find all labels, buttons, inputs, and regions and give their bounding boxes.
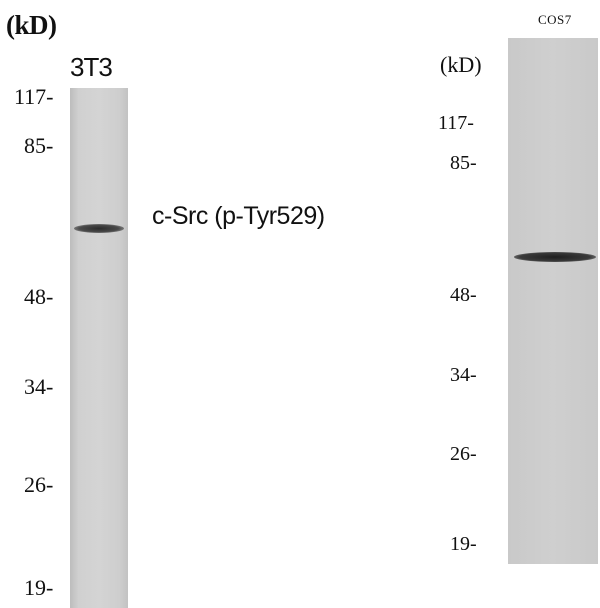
left-marker-26: 26- xyxy=(24,472,54,497)
right-marker-34: 34- xyxy=(450,364,477,386)
right-marker-85: 85- xyxy=(450,152,477,174)
left-lane-label: 3T3 xyxy=(70,52,113,82)
left-marker-85: 85- xyxy=(24,133,54,158)
target-protein-label: c-Src (p-Tyr529) xyxy=(152,202,325,230)
right-blot-panel: COS7 (kD) 117- 85- 48- 34- 26- 19- xyxy=(400,0,600,601)
left-unit-label: (kD) xyxy=(6,10,57,40)
right-marker-48: 48- xyxy=(450,284,477,306)
right-marker-19: 19- xyxy=(450,533,477,555)
left-marker-34: 34- xyxy=(24,374,54,399)
right-marker-26: 26- xyxy=(450,443,477,465)
left-marker-117: 117- xyxy=(14,84,54,109)
left-blot-lane xyxy=(70,88,128,608)
left-marker-19: 19- xyxy=(24,575,54,600)
right-marker-117: 117- xyxy=(438,112,474,134)
right-unit-label: (kD) xyxy=(440,52,482,77)
right-protein-band xyxy=(514,252,596,262)
left-protein-band xyxy=(74,224,124,233)
right-blot-lane xyxy=(508,38,598,564)
left-blot-panel: (kD) 3T3 117- 85- 48- 34- 26- 19- c-Src … xyxy=(6,10,325,608)
left-marker-48: 48- xyxy=(24,284,54,309)
right-lane-label: COS7 xyxy=(538,12,572,27)
